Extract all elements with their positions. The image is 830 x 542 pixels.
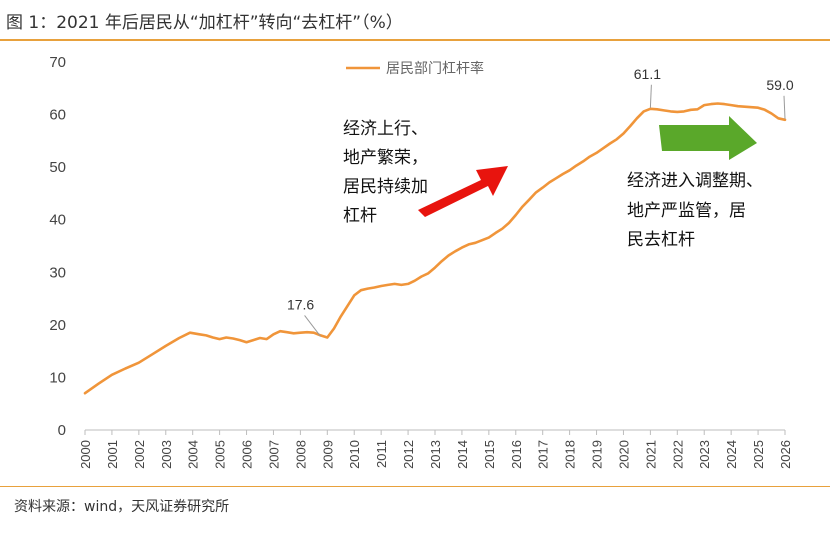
figure-title: 图 1：2021 年后居民从“加杠杆”转向“去杠杆”（%） — [6, 13, 403, 33]
data-label: 59.0 — [766, 77, 793, 93]
x-tick-label: 2000 — [78, 440, 93, 469]
x-tick-label: 2024 — [724, 440, 739, 469]
source-note: 资料来源：wind，天风证券研究所 — [14, 499, 230, 515]
note-leverage-up-line-3: 居民持续加 — [343, 177, 428, 197]
chart-legend: 居民部门杠杆率 — [346, 60, 484, 77]
callout-leader — [783, 95, 786, 119]
data-label: 17.6 — [287, 296, 314, 312]
x-tick-label: 2006 — [240, 440, 255, 469]
x-tick-label: 2012 — [401, 440, 416, 469]
x-tick-label: 2005 — [213, 440, 228, 469]
series-line-0 — [83, 102, 787, 395]
y-tick-label: 0 — [58, 422, 66, 439]
x-tick-label: 2002 — [132, 440, 147, 469]
x-tick-label: 2003 — [159, 440, 174, 469]
note-deleverage-line-3: 民去杠杆 — [627, 230, 695, 250]
x-tick-label: 2009 — [320, 440, 335, 469]
x-tick-label: 2014 — [455, 440, 470, 469]
note-leverage-up-line-2: 地产繁荣， — [343, 148, 428, 168]
y-tick-label: 30 — [49, 264, 66, 281]
x-tick-label: 2007 — [266, 440, 281, 469]
x-tick-label: 2010 — [347, 440, 362, 469]
x-tick-label: 2021 — [643, 440, 658, 469]
rightward-green-arrow-icon — [659, 116, 757, 160]
series-layer — [83, 102, 787, 395]
x-tick-label: 2019 — [590, 440, 605, 469]
source-divider — [0, 486, 830, 487]
x-tick-label: 2022 — [670, 440, 685, 469]
x-tick-label: 2001 — [105, 440, 120, 469]
x-tick-label: 2018 — [563, 440, 578, 469]
y-axis: 0 10 20 30 40 50 60 70 — [49, 54, 66, 439]
x-tick-label: 2026 — [778, 440, 793, 469]
callout-leader — [649, 84, 652, 108]
note-deleverage: 经济进入调整期、 地产严监管，居 民去杠杆 — [627, 171, 763, 250]
y-tick-label: 40 — [49, 212, 66, 229]
y-tick-label: 20 — [49, 317, 66, 334]
y-tick-label: 50 — [49, 159, 66, 176]
leverage-line-chart: 0 10 20 30 40 50 60 70 2000 2001 2002 2003 2004 2005… — [49, 54, 794, 469]
x-tick-label: 2011 — [374, 440, 389, 468]
x-axis: 2000 2001 2002 2003 2004 2005 2006 2007 2008 2009… — [78, 429, 793, 469]
x-tick-label: 2015 — [482, 440, 497, 469]
note-deleverage-line-1: 经济进入调整期、 — [627, 171, 763, 191]
upward-red-arrow-icon — [418, 166, 508, 217]
y-tick-label: 60 — [49, 107, 66, 124]
x-tick-label: 2004 — [186, 440, 201, 469]
data-label: 61.1 — [634, 66, 661, 82]
x-tick-label: 2016 — [509, 440, 524, 469]
title-divider — [0, 39, 830, 41]
x-tick-label: 2013 — [428, 440, 443, 469]
x-tick-label: 2025 — [751, 440, 766, 469]
y-tick-label: 10 — [49, 369, 66, 386]
y-tick-label: 70 — [49, 54, 66, 71]
x-tick-label: 2020 — [616, 440, 631, 469]
x-tick-label: 2023 — [697, 440, 712, 469]
callout-leader — [304, 315, 321, 337]
note-deleverage-line-2: 地产严监管，居 — [627, 201, 746, 221]
note-leverage-up-line-1: 经济上行、 — [343, 119, 428, 139]
note-leverage-up-line-4: 杠杆 — [343, 206, 377, 226]
x-tick-label: 2017 — [536, 440, 551, 469]
note-leverage-up: 经济上行、 地产繁荣， 居民持续加 杠杆 — [343, 119, 428, 226]
callout-layer: 17.6 61.1 59.0 — [287, 66, 794, 337]
x-tick-label: 2008 — [293, 440, 308, 469]
legend-label: 居民部门杠杆率 — [386, 60, 484, 77]
